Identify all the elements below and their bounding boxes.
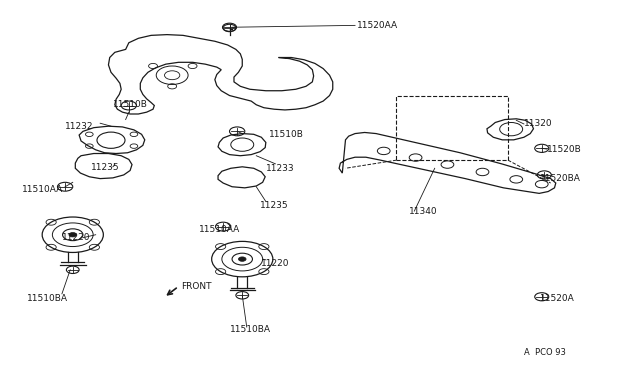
Text: 11510B: 11510B (113, 100, 148, 109)
Text: 11233: 11233 (266, 164, 294, 173)
Text: 11510BA: 11510BA (230, 326, 271, 334)
Text: 11520AA: 11520AA (357, 21, 398, 30)
Text: 11510AA: 11510AA (22, 185, 63, 194)
Text: 11520BA: 11520BA (540, 174, 580, 183)
Text: 11220: 11220 (62, 233, 90, 242)
Text: 11232: 11232 (65, 122, 93, 131)
Text: 11340: 11340 (409, 207, 438, 217)
Text: 11235: 11235 (259, 201, 288, 210)
Text: A  PCO 93: A PCO 93 (524, 349, 566, 357)
Text: 11510AA: 11510AA (199, 225, 240, 234)
Bar (396, 96, 508, 160)
Text: 11520A: 11520A (540, 294, 575, 303)
Text: 11510BA: 11510BA (27, 294, 68, 303)
Text: 11320: 11320 (524, 119, 552, 128)
Text: 11235: 11235 (91, 163, 119, 172)
Circle shape (69, 232, 77, 237)
Text: 11510B: 11510B (269, 130, 304, 139)
Text: 11520B: 11520B (547, 145, 582, 154)
Text: FRONT: FRONT (181, 282, 212, 291)
Circle shape (239, 257, 246, 261)
Text: 11220: 11220 (261, 259, 290, 268)
